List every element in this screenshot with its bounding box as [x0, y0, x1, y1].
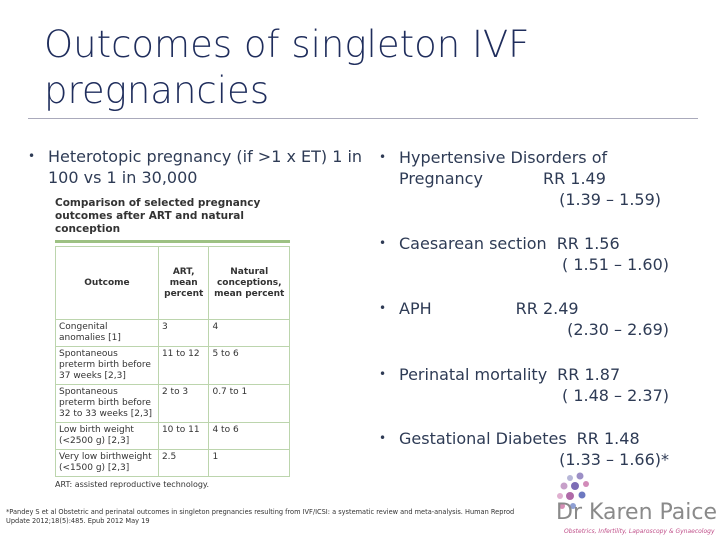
bullet: Heterotopic pregnancy (if >1 x ET) 1 in …: [28, 146, 368, 188]
cell: Spontaneous preterm birth before 37 week…: [55, 346, 159, 385]
bullet-label: Gestational Diabetes: [399, 429, 567, 448]
risk-ratio: RR 1.49: [542, 169, 606, 188]
bullet-label: Caesarean section: [399, 234, 547, 253]
risk-ratio: RR 1.87: [557, 365, 621, 384]
table-row: Low birth weight (<2500 g) [2,3] 10 to 11…: [55, 422, 290, 450]
logo-name: Dr Karen Paice: [556, 500, 718, 525]
table: Outcome ART, mean percent Natural concepti…: [55, 246, 290, 477]
risk-ratio: RR 1.48: [576, 429, 640, 448]
bullet-label: APH: [399, 299, 432, 318]
table-row: Spontaneous preterm birth before 32 to 3…: [55, 384, 290, 423]
cell: Low birth weight (<2500 g) [2,3]: [55, 422, 159, 450]
confidence-interval: (2.30 – 2.69): [567, 320, 669, 339]
cell: Congenital anomalies [1]: [55, 319, 159, 347]
outcomes-table: Comparison of selected pregnancy outcome…: [55, 197, 290, 489]
risk-ratio: RR 2.49: [515, 299, 579, 318]
table-row: Congenital anomalies [1] 3 4: [55, 319, 290, 347]
divider: [28, 118, 698, 119]
logo: [540, 470, 720, 540]
cell: 3: [157, 319, 210, 347]
cell: 10 to 11: [157, 422, 210, 450]
table-note: ART: assisted reproductive technology.: [55, 480, 210, 489]
confidence-interval: (1.39 – 1.59): [559, 190, 661, 209]
logo-tagline: Obstetrics, Infertility, Laparoscopy & G…: [564, 528, 715, 535]
bullet: Caesarean section RR 1.56 ( 1.51 – 1.60): [379, 233, 669, 275]
cell: 0.7 to 1: [208, 384, 290, 423]
header-cell: Natural conceptions, mean percent: [208, 246, 290, 320]
cell: 5 to 6: [208, 346, 290, 385]
bullet: Perinatal mortality RR 1.87 ( 1.48 – 2.37): [379, 364, 669, 406]
slide-title: Outcomes of singleton IVF pregnancies: [44, 23, 530, 112]
cell: 11 to 12: [157, 346, 210, 385]
bullet: APH RR 2.49 (2.30 – 2.69): [379, 298, 669, 340]
footnote: *Pandey S et al Obstetric and perinatal …: [6, 508, 515, 525]
table-caption: Comparison of selected pregnancy outcome…: [55, 197, 290, 243]
table-row: Very low birthweight (<1500 g) [2,3] 2.5 1: [55, 449, 290, 477]
risk-ratio: RR 1.56: [556, 234, 620, 253]
table-row: Spontaneous preterm birth before 37 week…: [55, 346, 290, 385]
confidence-interval: ( 1.51 – 1.60): [562, 255, 669, 274]
cell: 2.5: [157, 449, 210, 477]
confidence-interval: ( 1.48 – 2.37): [562, 386, 669, 405]
cell: 1: [208, 449, 290, 477]
cell: 4: [208, 319, 290, 347]
bullet-label: Perinatal mortality: [399, 365, 548, 384]
cell: Spontaneous preterm birth before 32 to 3…: [55, 384, 159, 423]
bullet-label: Hypertensive Disorders of Pregnancy: [399, 148, 608, 188]
header-cell: Outcome: [55, 246, 159, 320]
logo-dots: [557, 472, 589, 509]
cell: 2 to 3: [157, 384, 210, 423]
bullet: Gestational Diabetes RR 1.48 (1.33 – 1.66)…: [379, 428, 669, 470]
header-cell: ART, mean percent: [157, 246, 210, 320]
confidence-interval: (1.33 – 1.66)*: [559, 450, 669, 469]
cell: Very low birthweight (<1500 g) [2,3]: [55, 449, 159, 477]
cell: 4 to 6: [208, 422, 290, 450]
